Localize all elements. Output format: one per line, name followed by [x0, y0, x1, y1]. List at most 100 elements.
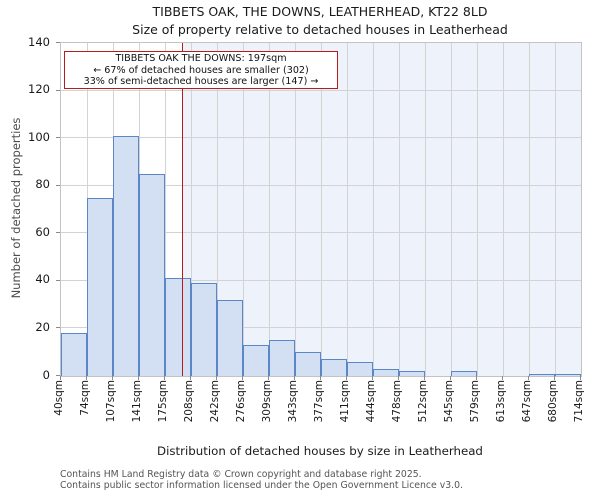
y-axis-title: Number of detached properties [9, 117, 23, 299]
gridline-vertical [503, 43, 504, 376]
x-tick-label: 579sqm [469, 380, 481, 423]
gridline-vertical [165, 43, 166, 376]
y-tick-mark [56, 232, 60, 234]
y-tick-label: 100 [28, 129, 50, 144]
x-tick-label: 377sqm [313, 380, 325, 423]
gridline-vertical [321, 43, 322, 376]
x-tick-label: 107sqm [105, 380, 117, 423]
x-tick-mark [554, 376, 555, 380]
x-tick-label: 208sqm [183, 380, 195, 423]
x-tick-mark [476, 376, 477, 380]
x-tick-mark [190, 376, 191, 380]
x-tick-mark [346, 376, 347, 380]
histogram-bar [191, 283, 217, 376]
histogram-bar [451, 371, 477, 376]
x-tick-mark [450, 376, 451, 380]
gridline-vertical [347, 43, 348, 376]
gridline-vertical [477, 43, 478, 376]
x-tick-label: 40sqm [53, 380, 65, 416]
y-tick-mark [56, 279, 60, 281]
histogram-bar [529, 373, 555, 376]
histogram-bar [555, 373, 581, 376]
x-tick-label: 309sqm [261, 380, 273, 423]
y-tick-label: 40 [35, 272, 50, 287]
x-tick-mark [86, 376, 87, 380]
x-tick-label: 74sqm [79, 380, 91, 416]
gridline-vertical [243, 43, 244, 376]
y-tick-label: 60 [35, 224, 50, 239]
x-tick-mark [242, 376, 243, 380]
y-tick-label: 20 [35, 319, 50, 334]
x-tick-label: 613sqm [495, 380, 507, 423]
x-tick-mark [528, 376, 529, 380]
gridline-vertical [295, 43, 296, 376]
x-tick-label: 512sqm [417, 380, 429, 423]
histogram-bar [113, 135, 139, 376]
histogram-bar [321, 359, 347, 376]
histogram-bar [217, 299, 243, 376]
x-tick-mark [138, 376, 139, 380]
histogram-bar [243, 345, 269, 376]
x-tick-mark [372, 376, 373, 380]
y-tick-mark [56, 137, 60, 139]
x-axis-title: Distribution of detached houses by size … [157, 444, 483, 458]
gridline-vertical [191, 43, 192, 376]
highlight-region [182, 43, 581, 376]
y-tick-label: 0 [42, 367, 50, 382]
x-tick-label: 242sqm [209, 380, 221, 423]
y-tick-mark [56, 327, 60, 329]
gridline-vertical [373, 43, 374, 376]
x-tick-mark [112, 376, 113, 380]
x-tick-label: 141sqm [131, 380, 143, 423]
x-tick-label: 411sqm [339, 380, 351, 423]
histogram-bar [373, 368, 399, 376]
x-tick-label: 714sqm [573, 380, 585, 423]
x-tick-mark [424, 376, 425, 380]
x-tick-mark [580, 376, 581, 380]
y-tick-mark [56, 184, 60, 186]
annotation-line-2: ← 67% of detached houses are smaller (30… [93, 64, 309, 76]
y-tick-mark [56, 375, 60, 376]
gridline-vertical [425, 43, 426, 376]
y-tick-mark [56, 42, 60, 43]
footer: Contains HM Land Registry data © Crown c… [60, 469, 463, 491]
y-tick-label: 80 [35, 177, 50, 192]
x-tick-mark [164, 376, 165, 380]
histogram-bar [61, 333, 87, 376]
annotation-line-3: 33% of semi-detached houses are larger (… [83, 76, 319, 88]
chart-title: TIBBETS OAK, THE DOWNS, LEATHERHEAD, KT2… [152, 4, 488, 19]
histogram-bar [295, 352, 321, 376]
marker-line [181, 43, 184, 376]
x-tick-label: 175sqm [157, 380, 169, 423]
gridline-vertical [399, 43, 400, 376]
histogram-bar [269, 340, 295, 376]
gridline-vertical [451, 43, 452, 376]
x-tick-mark [216, 376, 217, 380]
chart-subtitle: Size of property relative to detached ho… [132, 22, 508, 37]
histogram-bar [139, 173, 165, 376]
y-tick-label: 140 [28, 34, 50, 49]
histogram-bar [87, 197, 113, 376]
x-tick-mark [320, 376, 321, 380]
x-tick-mark [268, 376, 269, 380]
x-tick-mark [294, 376, 295, 380]
gridline-vertical [217, 43, 218, 376]
x-tick-mark [502, 376, 503, 380]
histogram-bar [347, 361, 373, 376]
x-tick-mark [60, 376, 61, 380]
gridline-vertical [555, 43, 556, 376]
x-tick-mark [398, 376, 399, 380]
footer-line-2: Contains public sector information licen… [60, 480, 463, 491]
gridline-vertical [529, 43, 530, 376]
gridline-vertical [269, 43, 270, 376]
y-tick-mark [56, 89, 60, 91]
annotation-line-1: TIBBETS OAK THE DOWNS: 197sqm [115, 53, 287, 64]
x-tick-label: 647sqm [521, 380, 533, 423]
x-tick-label: 545sqm [443, 380, 455, 423]
annotation-box: TIBBETS OAK THE DOWNS: 197sqm ← 67% of d… [64, 51, 338, 89]
histogram-bar [399, 371, 425, 376]
footer-line-1: Contains HM Land Registry data © Crown c… [60, 469, 422, 480]
histogram-bar [165, 278, 191, 376]
x-tick-label: 444sqm [365, 380, 377, 423]
